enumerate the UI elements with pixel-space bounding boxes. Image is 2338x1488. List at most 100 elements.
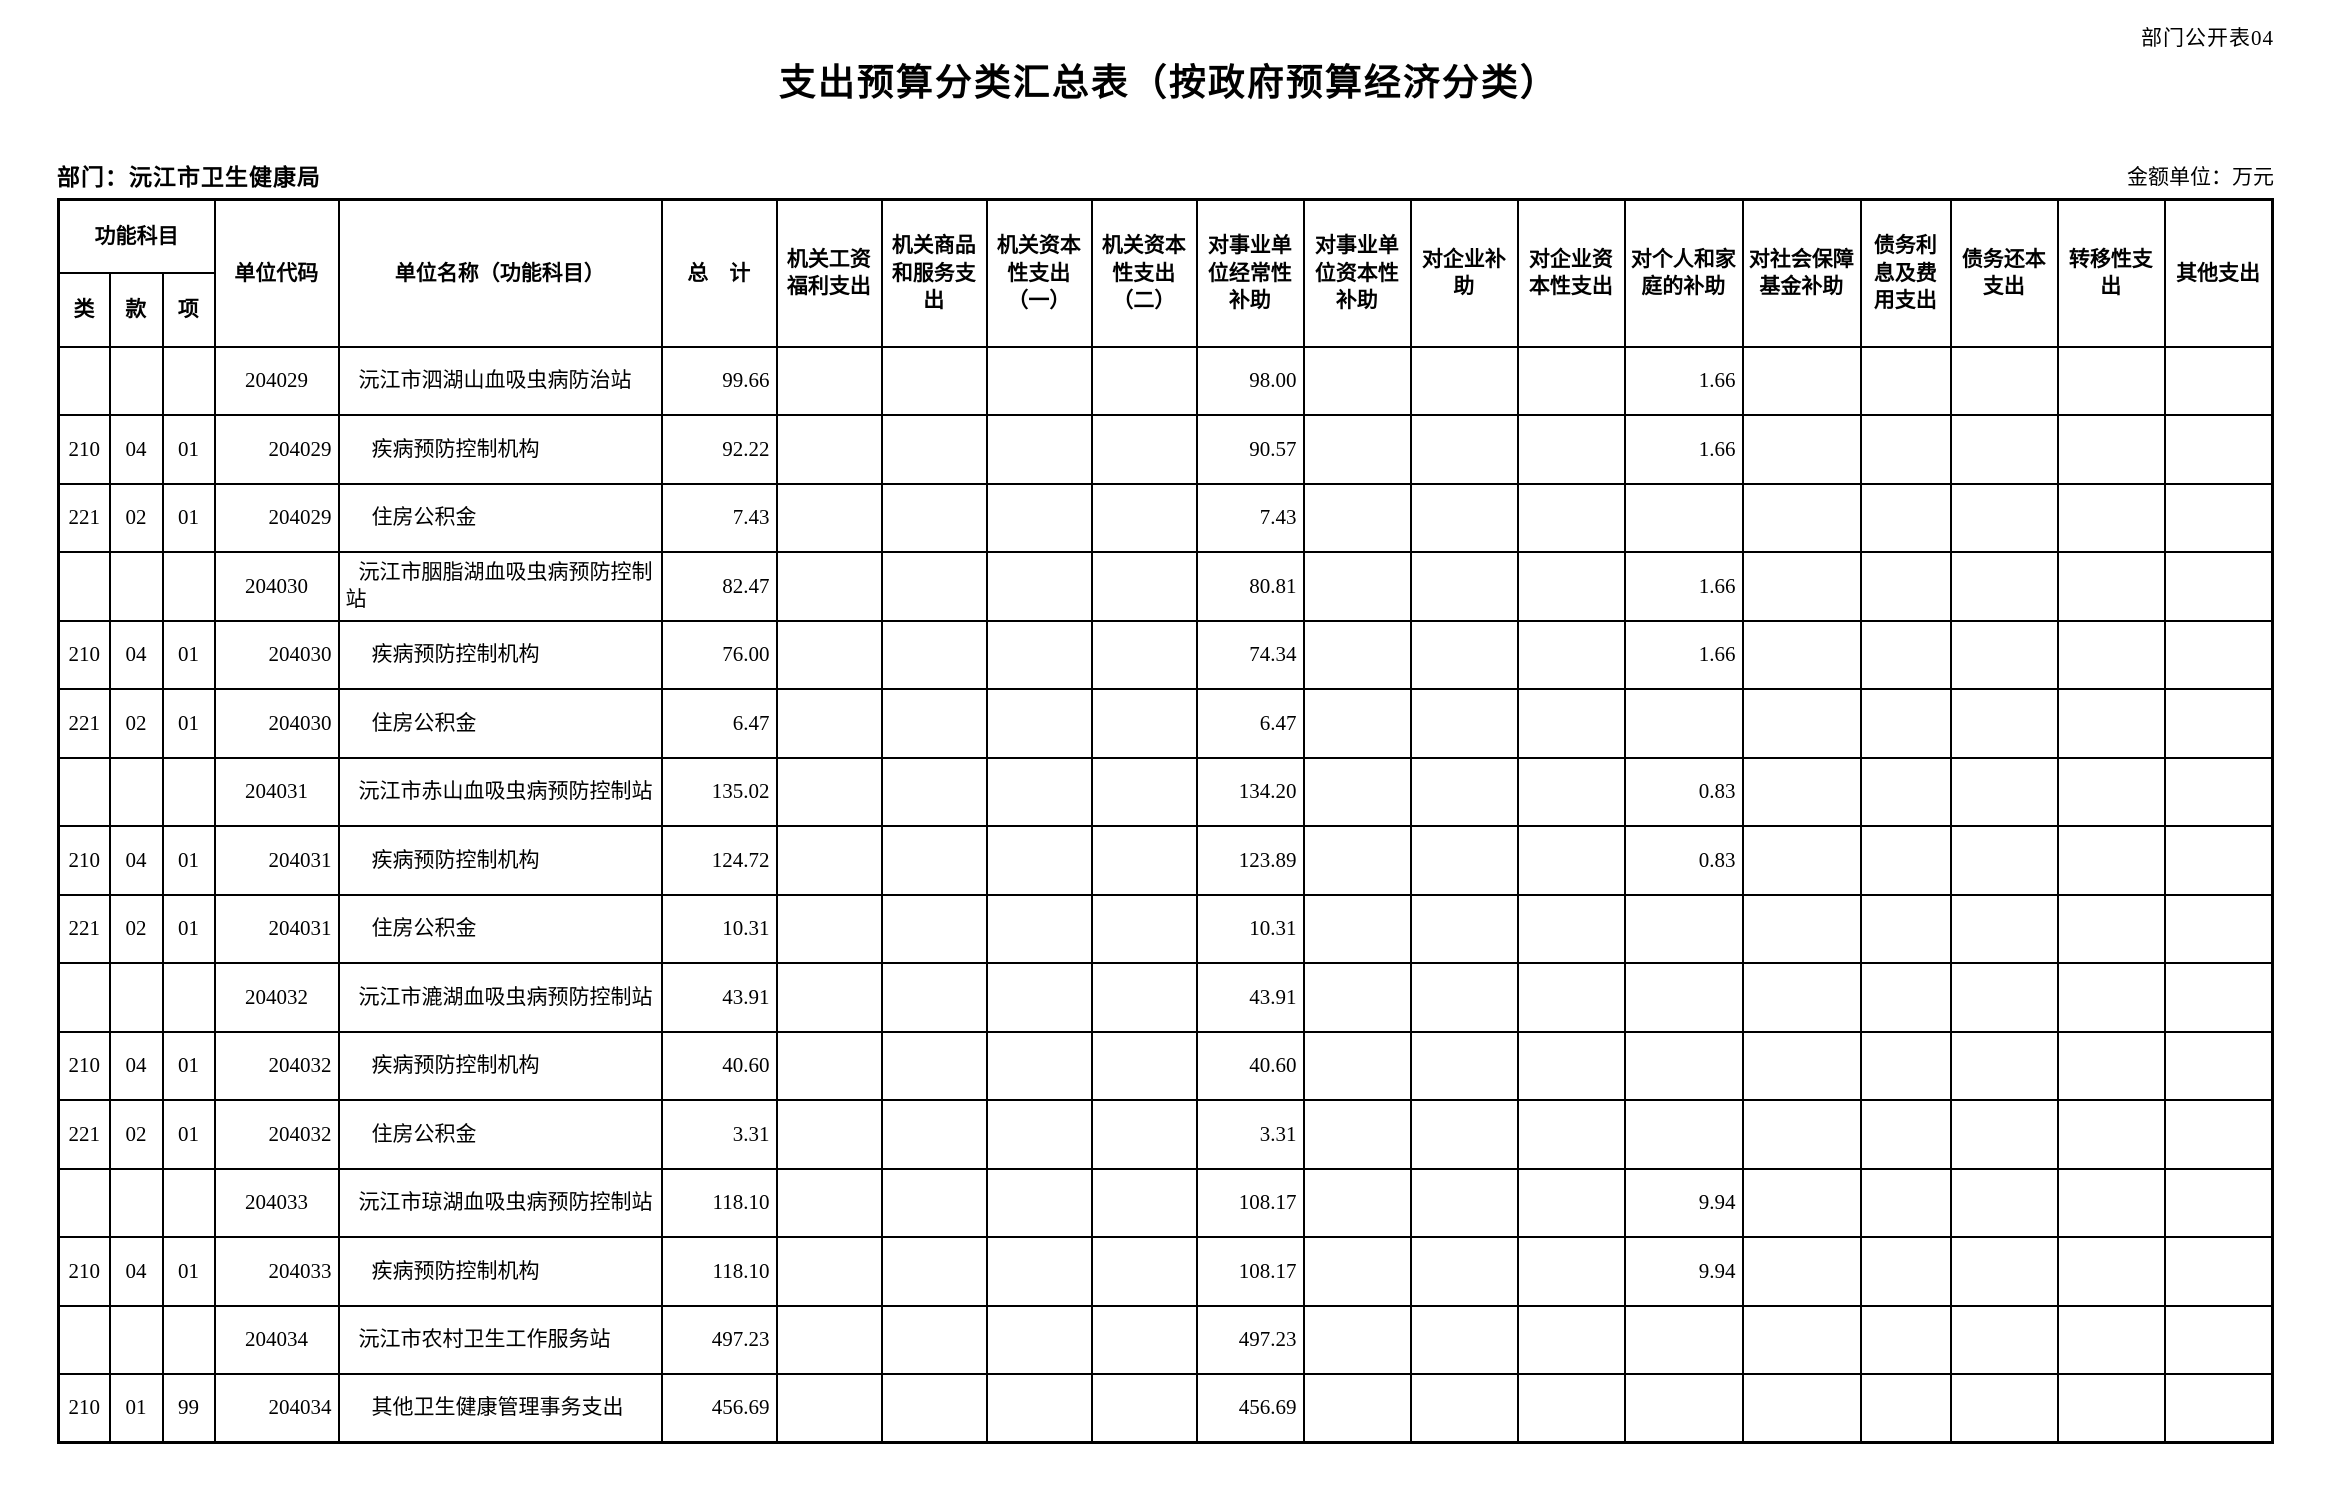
econ-value-cell: 40.60 xyxy=(1195,1030,1305,1101)
econ-value-cell xyxy=(1090,962,1198,1033)
econ-value-cell xyxy=(2056,1099,2166,1170)
econ-value-cell xyxy=(985,756,1093,827)
econ-value-cell xyxy=(1409,619,1519,690)
unit-code-cell: 204030 xyxy=(213,688,340,759)
econ-value-cell xyxy=(2056,1167,2166,1238)
econ-value-cell xyxy=(1741,1099,1862,1170)
econ-value-cell xyxy=(1090,414,1198,485)
econ-value-cell xyxy=(1090,1099,1198,1170)
func-section-cell: 02 xyxy=(108,893,164,964)
econ-value-cell xyxy=(775,551,883,622)
econ-value-cell xyxy=(1949,1236,2059,1307)
econ-value-cell xyxy=(1859,1030,1952,1101)
econ-value-cell xyxy=(1302,1373,1412,1444)
econ-value-cell xyxy=(1302,1167,1412,1238)
econ-value-cell xyxy=(1516,414,1626,485)
unit-code-cell: 204033 xyxy=(213,1236,340,1307)
econ-value-cell xyxy=(880,1304,988,1375)
econ-value-cell xyxy=(775,619,883,690)
econ-value-cell xyxy=(1623,482,1744,553)
func-section-cell xyxy=(108,756,164,827)
econ-value-cell xyxy=(1090,1236,1198,1307)
econ-value-cell xyxy=(2056,1373,2166,1444)
unit-name-cell: 疾病预防控制机构 xyxy=(337,1236,663,1307)
econ-value-cell: 456.69 xyxy=(1195,1373,1305,1444)
unit-code-cell: 204029 xyxy=(213,345,340,416)
table-row: 221 02 01 204031 住房公积金 10.31 10.31 xyxy=(57,893,2274,964)
unit-code-cell: 204032 xyxy=(213,962,340,1033)
table-body: 204029 沅江市泗湖山血吸虫病防治站 99.66 98.00 1.66 210 04 01… xyxy=(57,345,2274,1444)
econ-value-cell: 10.31 xyxy=(1195,893,1305,964)
econ-value-cell: 108.17 xyxy=(1195,1236,1305,1307)
unit-code-cell: 204032 xyxy=(213,1030,340,1101)
table-row: 204033 沅江市琼湖血吸虫病预防控制站 118.10 108.17 9.94 xyxy=(57,1167,2274,1238)
table-row: 221 02 01 204032 住房公积金 3.31 3.31 xyxy=(57,1099,2274,1170)
table-row: 210 01 99 204034 其他卫生健康管理事务支出 456.69 456.69 xyxy=(57,1373,2274,1444)
func-section-cell: 02 xyxy=(108,482,164,553)
func-item-cell: 01 xyxy=(161,1099,216,1170)
econ-value-cell xyxy=(1302,688,1412,759)
unit-code-cell: 204034 xyxy=(213,1373,340,1444)
econ-value-cell xyxy=(985,1236,1093,1307)
func-section-cell: 04 xyxy=(108,1030,164,1101)
func-section-cell: 02 xyxy=(108,1099,164,1170)
econ-value-cell xyxy=(1516,825,1626,896)
econ-value-cell xyxy=(1302,1304,1412,1375)
econ-value-cell xyxy=(1516,688,1626,759)
econ-value-cell xyxy=(1741,1236,1862,1307)
total-cell: 497.23 xyxy=(660,1304,778,1375)
econ-value-cell: 43.91 xyxy=(1195,962,1305,1033)
header-econ-col: 机关工资福利支出 xyxy=(775,198,883,348)
sheet-label: 部门公开表04 xyxy=(2141,26,2274,50)
econ-value-cell xyxy=(2056,962,2166,1033)
econ-value-cell xyxy=(1949,1304,2059,1375)
econ-value-cell xyxy=(2163,1236,2274,1307)
table-row: 221 02 01 204030 住房公积金 6.47 6.47 xyxy=(57,688,2274,759)
econ-value-cell xyxy=(2163,345,2274,416)
econ-value-cell xyxy=(1302,893,1412,964)
header-econ-col: 机关商品和服务支出 xyxy=(880,198,988,348)
func-item-cell: 01 xyxy=(161,482,216,553)
header-econ-col: 债务利息及费用支出 xyxy=(1859,198,1952,348)
header-func-item: 项 xyxy=(161,271,216,348)
econ-value-cell xyxy=(2056,414,2166,485)
econ-value-cell xyxy=(1949,1030,2059,1101)
unit-name-cell: 住房公积金 xyxy=(337,893,663,964)
header-total: 总 计 xyxy=(660,198,778,348)
func-section-cell: 04 xyxy=(108,619,164,690)
total-cell: 118.10 xyxy=(660,1167,778,1238)
econ-value-cell xyxy=(985,482,1093,553)
econ-value-cell xyxy=(1949,1099,2059,1170)
unit-code-cell: 204031 xyxy=(213,756,340,827)
econ-value-cell xyxy=(1623,1373,1744,1444)
econ-value-cell xyxy=(1302,1236,1412,1307)
econ-value-cell xyxy=(2163,1373,2274,1444)
econ-value-cell xyxy=(1949,893,2059,964)
econ-value-cell xyxy=(2056,1030,2166,1101)
econ-value-cell xyxy=(1623,962,1744,1033)
econ-value-cell: 3.31 xyxy=(1195,1099,1305,1170)
econ-value-cell xyxy=(1516,1236,1626,1307)
header-econ-col: 其他支出 xyxy=(2163,198,2274,348)
econ-value-cell xyxy=(2056,1236,2166,1307)
amount-unit-label: 金额单位：万元 xyxy=(2127,165,2274,189)
func-item-cell: 01 xyxy=(161,893,216,964)
func-section-cell xyxy=(108,1167,164,1238)
unit-name-cell: 沅江市泗湖山血吸虫病防治站 xyxy=(337,345,663,416)
econ-value-cell xyxy=(1859,1099,1952,1170)
econ-value-cell xyxy=(1949,414,2059,485)
econ-value-cell xyxy=(1090,482,1198,553)
unit-name-cell: 沅江市农村卫生工作服务站 xyxy=(337,1304,663,1375)
econ-value-cell xyxy=(775,962,883,1033)
econ-value-cell xyxy=(1949,345,2059,416)
econ-value-cell xyxy=(1090,551,1198,622)
econ-value-cell xyxy=(2163,619,2274,690)
econ-value-cell xyxy=(1409,688,1519,759)
func-item-cell: 01 xyxy=(161,414,216,485)
econ-value-cell xyxy=(1409,345,1519,416)
table-row: 204031 沅江市赤山血吸虫病预防控制站 135.02 134.20 0.83 xyxy=(57,756,2274,827)
econ-value-cell xyxy=(1516,1167,1626,1238)
unit-name-cell: 沅江市赤山血吸虫病预防控制站 xyxy=(337,756,663,827)
econ-value-cell xyxy=(880,688,988,759)
econ-value-cell xyxy=(1949,825,2059,896)
